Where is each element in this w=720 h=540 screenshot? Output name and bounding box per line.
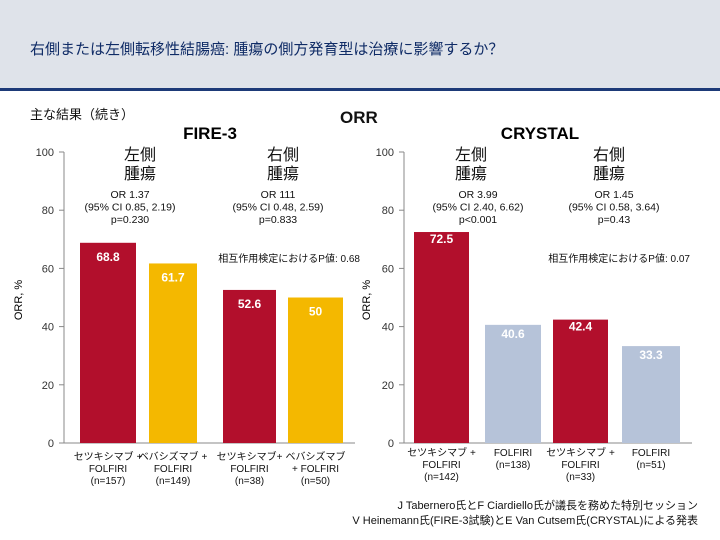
fire3-category-label: ベバシズマブ+ FOLFIRI (n=50): [286, 450, 346, 487]
crystal-group-stats: OR 3.99 (95% CI 2.40, 6.62) p<0.001: [432, 189, 523, 226]
crystal-category-label: FOLFIRI (n=51): [632, 448, 670, 471]
fire3-y-tick-label: 100: [36, 147, 54, 159]
fire3-y-tick-label: 60: [42, 263, 54, 275]
fire3-bar: [80, 242, 136, 443]
crystal-category-label: セツキシマブ + FOLFIRI (n=142): [407, 446, 476, 483]
crystal-bar-value-label: 72.5: [430, 232, 454, 246]
fire3-bar-value-label: 50: [309, 305, 323, 319]
fire3-bar-value-label: 61.7: [161, 270, 185, 284]
fire3-bar-value-label: 68.8: [96, 250, 120, 264]
crystal-bar-value-label: 40.6: [501, 327, 525, 341]
fire3-group-label: 右側腫瘍: [267, 146, 299, 183]
fire3-bar: [288, 297, 343, 443]
crystal-y-tick-label: 0: [388, 438, 394, 450]
crystal-bar: [414, 232, 469, 443]
fire3-category-label: セツキシマブ+ FOLFIRI (n=38): [217, 450, 283, 487]
fire3-group-stats: OR 1.37 (95% CI 0.85, 2.19) p=0.230: [84, 189, 175, 226]
fire3-bar: [149, 263, 197, 443]
crystal-category-label: FOLFIRI (n=138): [494, 448, 532, 471]
crystal-y-tick-label: 20: [382, 380, 394, 392]
crystal-category-label: セツキシマブ + FOLFIRI (n=33): [546, 446, 615, 483]
fire3-group-label: 左側腫瘍: [124, 146, 156, 183]
fire3-interaction-pvalue: 相互作用検定におけるP値: 0.68: [218, 252, 360, 265]
fire3-chart-title: FIRE-3: [183, 124, 237, 143]
crystal-group-label: 右側腫瘍: [593, 146, 625, 183]
crystal-bar-value-label: 33.3: [639, 348, 663, 362]
crystal-y-tick-label: 60: [382, 263, 394, 275]
fire3-bar: [223, 289, 276, 443]
footnote-chairs: J Tabernero氏とF Ciardiello氏が議長を務めた特別セッション: [397, 500, 698, 512]
fire3-y-tick-label: 20: [42, 380, 54, 392]
crystal-chart-title: CRYSTAL: [501, 124, 579, 143]
footnote-presenters: V Heinemann氏(FIRE-3試験)とE Van Cutsem氏(CRY…: [352, 515, 698, 527]
crystal-y-tick-label: 100: [376, 147, 394, 159]
crystal-group-stats: OR 1.45 (95% CI 0.58, 3.64) p=0.43: [568, 189, 659, 226]
crystal-bar: [622, 346, 680, 443]
crystal-y-tick-label: 40: [382, 322, 394, 334]
fire3-y-tick-label: 0: [48, 438, 54, 450]
crystal-interaction-pvalue: 相互作用検定におけるP値: 0.07: [548, 252, 690, 265]
crystal-y-tick-label: 80: [382, 205, 394, 217]
fire3-category-label: セツキシマブ + FOLFIRI (n=157): [74, 450, 143, 487]
crystal-bar: [553, 319, 608, 443]
slide-title: 右側または左側転移性結腸癌: 腫瘍の側方発育型は治療に影響するか？: [30, 41, 504, 58]
header-rule: [0, 88, 720, 91]
slide-subtitle: 主な結果（続き）: [30, 107, 135, 122]
fire3-category-label: ベバシズマブ + FOLFIRI (n=149): [139, 450, 208, 487]
orr-title: ORR: [340, 108, 378, 127]
crystal-y-axis-label: ORR, %: [361, 280, 373, 321]
fire3-group-stats: OR 111 (95% CI 0.48, 2.59) p=0.833: [232, 189, 323, 226]
crystal-bar-value-label: 42.4: [569, 320, 593, 334]
fire3-y-axis-label: ORR, %: [13, 280, 25, 321]
fire3-y-tick-label: 40: [42, 322, 54, 334]
crystal-bar: [485, 324, 541, 443]
fire3-y-tick-label: 80: [42, 205, 54, 217]
crystal-group-label: 左側腫瘍: [455, 146, 487, 183]
fire3-bar-value-label: 52.6: [238, 297, 262, 311]
header-band: [0, 0, 720, 88]
